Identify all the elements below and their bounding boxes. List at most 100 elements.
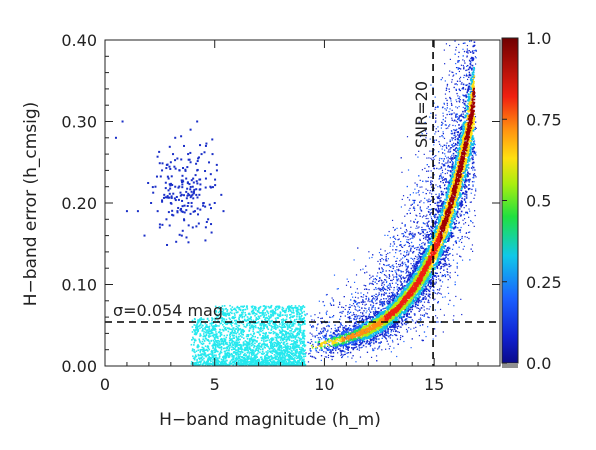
- density-point: [389, 243, 392, 245]
- density-point: [377, 280, 380, 282]
- density-point: [474, 56, 477, 58]
- density-point: [455, 135, 457, 137]
- density-point: [456, 155, 458, 157]
- density-point: [389, 334, 392, 336]
- density-point: [455, 129, 457, 131]
- density-point: [463, 94, 465, 97]
- density-point: [418, 335, 421, 337]
- density-point: [440, 175, 442, 177]
- density-point: [320, 320, 322, 323]
- density-point: [410, 248, 412, 250]
- density-point: [310, 315, 312, 317]
- density-point: [412, 258, 414, 260]
- density-point: [427, 200, 430, 202]
- density-point: [413, 220, 415, 223]
- density-point: [374, 315, 376, 317]
- density-point: [420, 232, 422, 235]
- density-point: [469, 61, 471, 63]
- density-point: [309, 342, 311, 344]
- density-point: [452, 71, 454, 74]
- density-point: [362, 312, 364, 314]
- density-point: [430, 186, 433, 188]
- density-point: [425, 290, 428, 293]
- density-point: [425, 234, 427, 236]
- density-point: [408, 313, 410, 315]
- density-point: [459, 78, 461, 80]
- density-point: [441, 238, 444, 240]
- density-point: [406, 241, 409, 244]
- density-point: [391, 265, 393, 267]
- density-point: [343, 330, 346, 333]
- density-point: [373, 311, 376, 313]
- density-point: [405, 272, 407, 274]
- density-point: [373, 312, 375, 314]
- density-point: [420, 300, 423, 303]
- density-point: [429, 306, 431, 308]
- density-point: [412, 199, 414, 201]
- density-point: [316, 351, 318, 353]
- density-point: [347, 310, 349, 312]
- density-point: [357, 323, 359, 326]
- density-point: [381, 349, 383, 351]
- density-point: [343, 296, 345, 298]
- density-point: [454, 283, 456, 286]
- density-point: [395, 271, 397, 273]
- density-point: [364, 272, 366, 274]
- density-point: [468, 115, 470, 117]
- density-point: [375, 355, 378, 357]
- density-point: [432, 277, 434, 279]
- density-point: [474, 116, 477, 118]
- density-point: [328, 325, 330, 328]
- density-point: [333, 347, 335, 350]
- density-point: [376, 298, 378, 300]
- density-point: [383, 303, 386, 306]
- density-point: [381, 257, 383, 260]
- density-point: [428, 211, 430, 213]
- density-point: [469, 117, 472, 119]
- density-point: [442, 145, 444, 148]
- density-point: [439, 174, 441, 177]
- density-point: [392, 267, 394, 270]
- density-point: [398, 289, 400, 291]
- density-point: [409, 231, 411, 233]
- density-point: [434, 155, 436, 158]
- density-point: [342, 347, 345, 349]
- density-point: [349, 320, 351, 322]
- density-point: [333, 314, 335, 317]
- density-point: [387, 328, 389, 331]
- density-point: [431, 212, 433, 214]
- density-point: [333, 274, 336, 276]
- density-point: [351, 331, 353, 333]
- density-point: [328, 347, 330, 349]
- density-point: [419, 201, 421, 203]
- density-point: [449, 199, 451, 201]
- density-point: [349, 316, 351, 318]
- density-point: [384, 291, 386, 294]
- density-point: [450, 100, 452, 102]
- density-point: [409, 245, 411, 247]
- density-point: [358, 344, 360, 346]
- density-point: [404, 255, 406, 257]
- density-point: [464, 179, 467, 182]
- density-point: [472, 184, 474, 186]
- density-point: [372, 283, 374, 286]
- density-point: [431, 235, 433, 237]
- density-point: [410, 250, 412, 252]
- density-point: [450, 177, 453, 179]
- density-point: [449, 147, 452, 149]
- density-point: [362, 313, 364, 315]
- density-point: [365, 308, 367, 310]
- density-point: [389, 237, 391, 239]
- density-point: [441, 201, 444, 203]
- density-point: [361, 322, 363, 324]
- density-point: [474, 210, 476, 212]
- density-point: [371, 256, 373, 259]
- density-point: [383, 281, 385, 283]
- density-point: [370, 356, 373, 358]
- density-point: [323, 336, 326, 338]
- density-point: [365, 298, 367, 300]
- density-point: [427, 224, 429, 226]
- density-point: [472, 51, 474, 53]
- density-point: [449, 96, 451, 99]
- density-point: [433, 214, 436, 216]
